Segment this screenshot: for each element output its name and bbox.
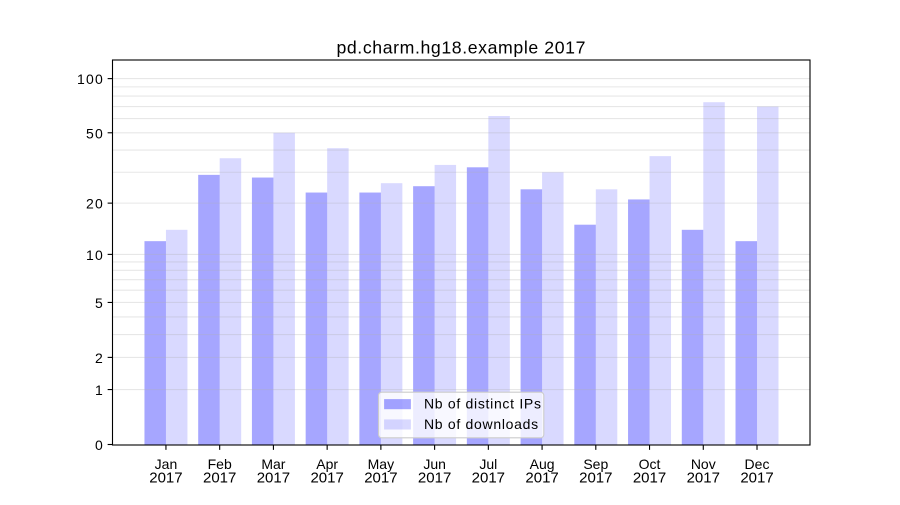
svg-text:100: 100 — [77, 71, 104, 87]
svg-text:2017: 2017 — [633, 469, 666, 486]
svg-text:20: 20 — [86, 196, 104, 212]
svg-text:Nb of distinct IPs: Nb of distinct IPs — [424, 396, 542, 412]
svg-text:Apr: Apr — [316, 456, 338, 472]
svg-text:Mar: Mar — [261, 456, 285, 472]
svg-text:2017: 2017 — [364, 469, 397, 486]
svg-text:Nov: Nov — [691, 456, 716, 472]
svg-text:2017: 2017 — [310, 469, 343, 486]
svg-text:50: 50 — [86, 125, 104, 141]
svg-text:Feb: Feb — [208, 456, 232, 472]
svg-text:2017: 2017 — [472, 469, 505, 486]
svg-text:Jul: Jul — [479, 456, 497, 472]
svg-text:Sep: Sep — [583, 456, 608, 472]
svg-text:2017: 2017 — [149, 469, 182, 486]
svg-text:Jun: Jun — [423, 456, 446, 472]
svg-text:May: May — [368, 456, 394, 472]
svg-text:Dec: Dec — [745, 456, 770, 472]
svg-text:Oct: Oct — [639, 456, 661, 472]
svg-text:1: 1 — [95, 382, 104, 398]
svg-text:Nb of downloads: Nb of downloads — [424, 416, 539, 432]
svg-text:2017: 2017 — [418, 469, 451, 486]
svg-text:pd.charm.hg18.example 2017: pd.charm.hg18.example 2017 — [336, 37, 586, 57]
svg-text:2017: 2017 — [687, 469, 720, 486]
svg-text:2: 2 — [95, 350, 104, 366]
svg-text:Aug: Aug — [530, 456, 555, 472]
svg-text:10: 10 — [86, 247, 104, 263]
svg-text:5: 5 — [95, 295, 104, 311]
svg-text:2017: 2017 — [203, 469, 236, 486]
svg-text:0: 0 — [95, 437, 104, 453]
svg-text:2017: 2017 — [579, 469, 612, 486]
svg-text:Jan: Jan — [155, 456, 178, 472]
svg-text:2017: 2017 — [525, 469, 558, 486]
svg-text:2017: 2017 — [257, 469, 290, 486]
svg-text:2017: 2017 — [740, 469, 773, 486]
